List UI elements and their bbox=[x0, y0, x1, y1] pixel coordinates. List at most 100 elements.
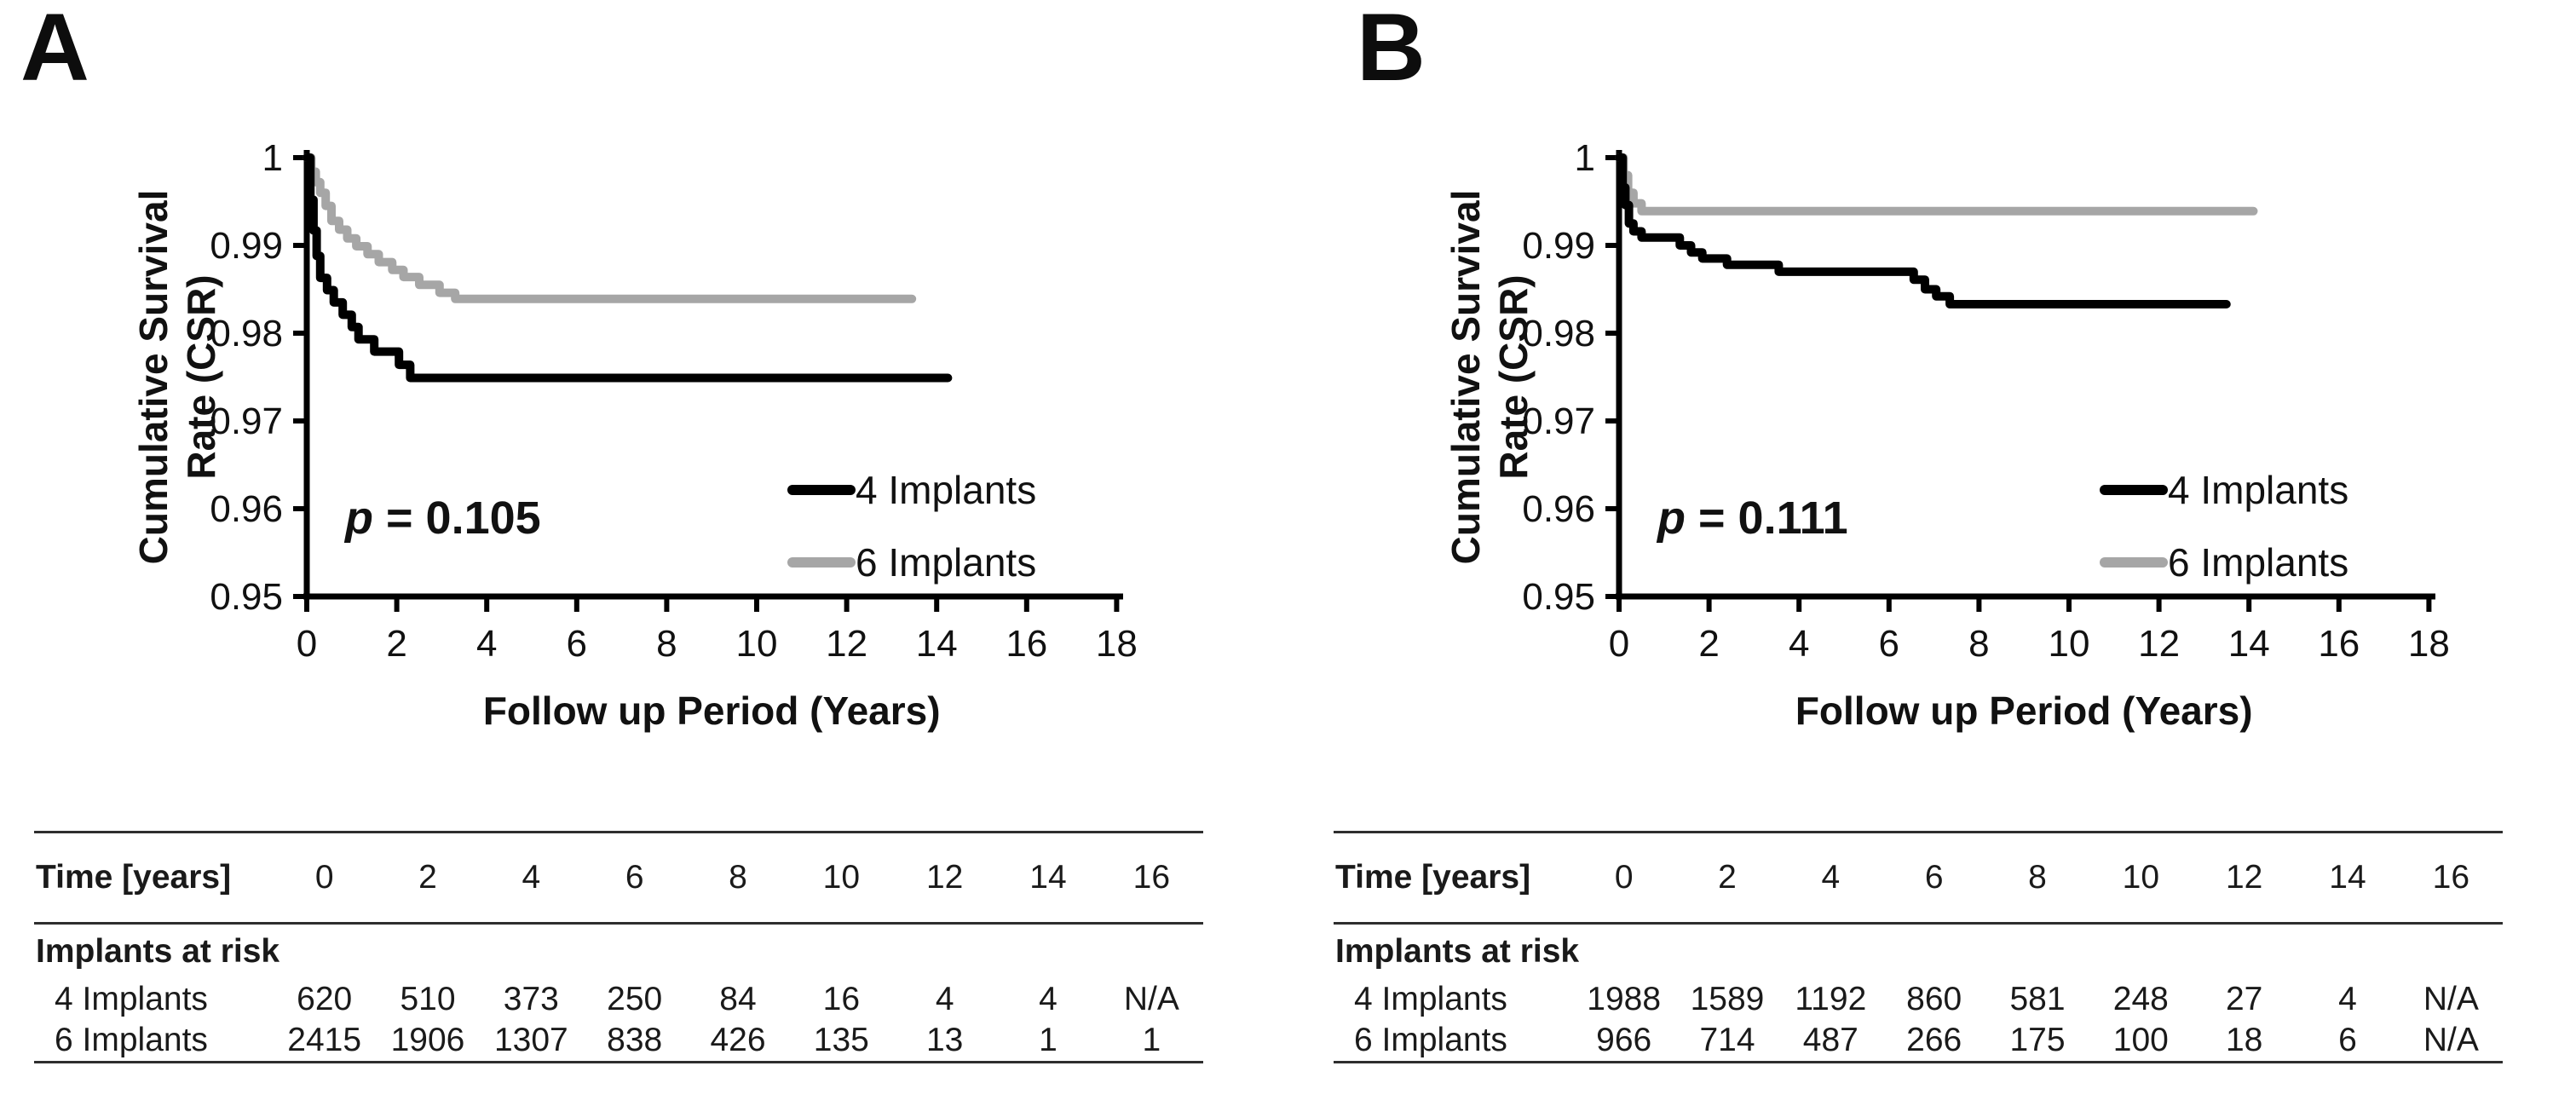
risk-table-row-4-implants: 4 Implants 620 510 373 250 84 16 4 4 N/A bbox=[34, 979, 1203, 1020]
y-tick-label: 0.95 bbox=[210, 576, 283, 618]
time-cell: 14 bbox=[1029, 859, 1067, 896]
risk-value-cell: 620 bbox=[297, 981, 353, 1017]
risk-value-cell: 84 bbox=[719, 981, 757, 1017]
risk-value-cell: 860 bbox=[1906, 981, 1962, 1017]
risk-table-header-row: Time [years] 0 2 4 6 8 10 12 14 16 bbox=[1334, 833, 2503, 922]
table-rule-mid bbox=[34, 922, 1203, 925]
time-cell: 4 bbox=[522, 859, 541, 896]
x-tick-label: 6 bbox=[567, 623, 587, 665]
x-tick-label: 4 bbox=[476, 623, 497, 665]
time-cell: 0 bbox=[314, 859, 334, 896]
time-header-label: Time [years] bbox=[36, 859, 232, 896]
x-tick-label: 10 bbox=[2049, 623, 2090, 665]
time-cell: 6 bbox=[1924, 859, 1944, 896]
time-cell: 12 bbox=[925, 859, 964, 896]
risk-value-cell: 373 bbox=[503, 981, 559, 1017]
legend-label-2: 6 Implants bbox=[2168, 540, 2348, 585]
time-cell: 2 bbox=[418, 859, 437, 896]
risk-value-cell: 1192 bbox=[1795, 981, 1867, 1017]
survival-curve-6-implants bbox=[1615, 153, 2258, 216]
p-value-annotation: p = 0.105 bbox=[343, 493, 541, 544]
time-cell: 6 bbox=[625, 859, 644, 896]
risk-value-cell: 250 bbox=[607, 981, 663, 1017]
table-rule-mid bbox=[1334, 922, 2503, 925]
legend-label-1: 4 Implants bbox=[856, 468, 1036, 512]
y-tick-label: 0.95 bbox=[1522, 576, 1595, 618]
row-label: 6 Implants bbox=[1354, 1022, 1507, 1058]
row-label: 4 Implants bbox=[1354, 981, 1507, 1017]
x-tick-label: 12 bbox=[2138, 623, 2180, 665]
risk-value-cell: 175 bbox=[2009, 1022, 2066, 1058]
time-cell: 16 bbox=[1132, 859, 1171, 896]
y-axis-title-line2: Rate (CSR) bbox=[179, 274, 223, 479]
x-tick-label: 0 bbox=[1609, 623, 1629, 665]
risk-value-cell: 1988 bbox=[1587, 981, 1662, 1017]
risk-table-B: Time [years] 0 2 4 6 8 10 12 14 16 Implants at r… bbox=[1334, 831, 2503, 1063]
risk-value-cell: N/A bbox=[2423, 981, 2479, 1017]
y-tick-label: 1 bbox=[262, 137, 283, 179]
table-rule-top bbox=[1334, 831, 2503, 833]
y-tick-label: 0.97 bbox=[210, 400, 283, 442]
risk-value-cell: 1589 bbox=[1690, 981, 1765, 1017]
risk-value-cell: 510 bbox=[400, 981, 456, 1017]
risk-value-cell: 1906 bbox=[390, 1022, 465, 1058]
risk-value-cell: 6 bbox=[2338, 1022, 2357, 1058]
time-header-label: Time [years] bbox=[1335, 859, 1531, 896]
risk-value-cell: N/A bbox=[2423, 1022, 2479, 1058]
risk-value-cell: 1 bbox=[1142, 1022, 1161, 1058]
x-tick-label: 0 bbox=[297, 623, 317, 665]
risk-table-row-4-implants: 4 Implants 1988 1589 1192 860 581 248 27 4 N/A bbox=[1334, 979, 2503, 1020]
time-cell: 4 bbox=[1821, 859, 1841, 896]
y-axis-title-line2: Rate (CSR) bbox=[1491, 274, 1536, 479]
survival-curve-4-implants bbox=[1615, 153, 2231, 308]
risk-value-cell: 838 bbox=[607, 1022, 663, 1058]
x-tick-label: 14 bbox=[2228, 623, 2270, 665]
y-tick-label: 0.99 bbox=[210, 225, 283, 267]
risk-value-cell: 487 bbox=[1802, 1022, 1859, 1058]
y-tick-label: 0.96 bbox=[210, 488, 283, 530]
x-tick-label: 4 bbox=[1789, 623, 1809, 665]
risk-table-section-row: Implants at risk bbox=[1334, 925, 2503, 979]
y-axis-title-line1: Cumulative Survival bbox=[1444, 190, 1488, 565]
x-tick-label: 2 bbox=[1698, 623, 1719, 665]
survival-curve-6-implants bbox=[303, 153, 917, 303]
y-axis-title-line1: Cumulative Survival bbox=[131, 190, 176, 565]
row-label: 4 Implants bbox=[55, 981, 208, 1017]
panel-label-A: A bbox=[20, 0, 89, 101]
table-rule-bottom bbox=[34, 1061, 1203, 1063]
x-tick-label: 10 bbox=[736, 623, 778, 665]
x-tick-label: 2 bbox=[386, 623, 406, 665]
risk-table-row-6-implants: 6 Implants 2415 1906 1307 838 426 135 13 1 1 bbox=[34, 1020, 1203, 1061]
risk-table-header-row: Time [years] 0 2 4 6 8 10 12 14 16 bbox=[34, 833, 1203, 922]
risk-value-cell: 100 bbox=[2112, 1022, 2169, 1058]
legend-label-2: 6 Implants bbox=[856, 540, 1036, 585]
x-tick-label: 12 bbox=[826, 623, 867, 665]
legend-label-1: 4 Implants bbox=[2168, 468, 2348, 512]
x-tick-label: 16 bbox=[1006, 623, 1047, 665]
risk-value-cell: 581 bbox=[2009, 981, 2066, 1017]
time-cell: 8 bbox=[729, 859, 747, 896]
survival-chart-B: 1 0.99 0.98 0.97 0.96 0.95 0 2 4 6 8 10 12 14 16 18 Foll… bbox=[1444, 137, 2450, 733]
y-tick-label: 1 bbox=[1575, 137, 1595, 179]
x-tick-label: 8 bbox=[1968, 623, 1989, 665]
risk-value-cell: 426 bbox=[710, 1022, 766, 1058]
time-cell: 10 bbox=[822, 859, 861, 896]
implants-at-risk-label: Implants at risk bbox=[1335, 933, 1580, 970]
x-tick-label: 14 bbox=[916, 623, 958, 665]
y-tick-label: 0.98 bbox=[1522, 313, 1595, 354]
risk-value-cell: 1307 bbox=[493, 1022, 568, 1058]
risk-value-cell: 13 bbox=[925, 1022, 964, 1058]
time-cell: 0 bbox=[1614, 859, 1634, 896]
x-axis-title: Follow up Period (Years) bbox=[1795, 689, 2253, 733]
risk-value-cell: 966 bbox=[1596, 1022, 1652, 1058]
time-cell: 12 bbox=[2225, 859, 2263, 896]
x-tick-label: 8 bbox=[656, 623, 677, 665]
y-tick-label: 0.99 bbox=[1522, 225, 1595, 267]
risk-value-cell: 1 bbox=[1039, 1022, 1057, 1058]
y-tick-label: 0.97 bbox=[1522, 400, 1595, 442]
time-cell: 14 bbox=[2329, 859, 2366, 896]
implants-at-risk-label: Implants at risk bbox=[36, 933, 280, 970]
risk-table-row-6-implants: 6 Implants 966 714 487 266 175 100 18 6 N/A bbox=[1334, 1020, 2503, 1061]
p-value-annotation: p = 0.111 bbox=[1656, 493, 1848, 544]
risk-value-cell: 16 bbox=[822, 981, 861, 1017]
